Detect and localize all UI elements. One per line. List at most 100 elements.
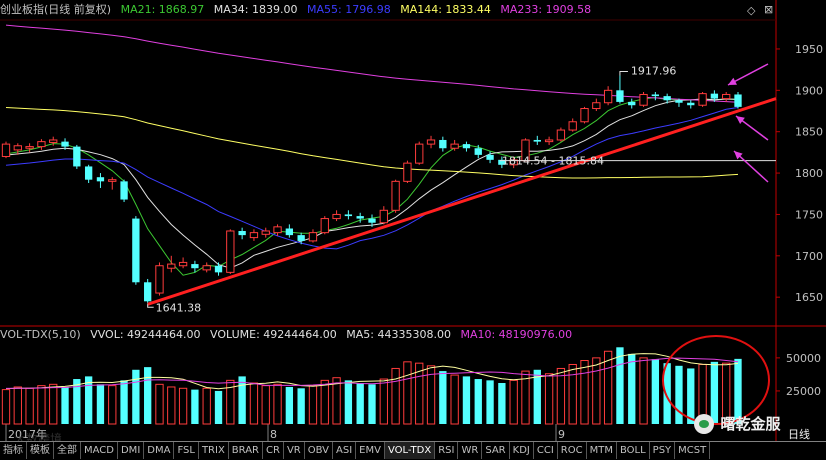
candle-body [73,146,81,167]
tab-模板[interactable]: 模板 [27,442,54,459]
volume-bar [439,371,447,424]
volume-bar [108,385,117,425]
volume-ma-lines [5,353,739,390]
tab-boll[interactable]: BOLL [617,442,650,459]
tab-dma[interactable]: DMA [144,442,175,459]
volume-bar [61,386,69,424]
arrow-ma144-head [734,151,743,160]
tab-kdj[interactable]: KDJ [510,442,534,459]
close-icon[interactable]: ⊠ [764,3,774,16]
tab-psy[interactable]: PSY [650,442,676,459]
candle-body [61,141,69,147]
diamond-icon[interactable]: ◇ [747,4,756,17]
volume-bar [120,380,128,424]
volume-bar [379,378,388,425]
candle-body [37,141,46,148]
candle-body [285,228,294,236]
tab-asi[interactable]: ASI [333,442,357,459]
candle-body [616,90,624,102]
candle-body [698,93,707,106]
price-axis-label: 1800 [795,167,823,180]
volume-bar [1,389,11,425]
volume-bar [214,390,223,424]
tab-fsl[interactable]: FSL [174,442,199,459]
volume-bar [592,357,601,425]
volume-bar [73,379,81,424]
candle-body [533,139,541,142]
volume-bar [509,379,518,425]
tab-vr[interactable]: VR [284,442,305,459]
low-marker [147,304,154,308]
candle-body [663,96,671,101]
candle-body [214,265,223,273]
tab-指标[interactable]: 指标 [0,442,27,459]
moving-average-lines [5,24,739,276]
vol-indicator-label[interactable]: VOL-TDX(5,10) [0,328,81,341]
tab-mtm[interactable]: MTM [587,442,617,459]
candle-body [379,209,388,224]
candle-body [25,146,34,149]
tab-brar[interactable]: BRAR [229,442,263,459]
tab-roc[interactable]: ROC [558,442,587,459]
volume-bar [238,376,246,424]
tab-mcst[interactable]: MCST [675,442,711,459]
candle-body [191,264,199,269]
volume-bar [202,387,211,425]
volume-bar [96,384,105,424]
candle-body [403,162,412,182]
candle-body [603,89,613,104]
price-volume-chart[interactable]: 1917.96 1641.38 1814.54 - 1815.84 1950 1900… [0,0,826,441]
candle-body [120,181,128,200]
volume-bar [37,385,46,425]
volume-bar [167,386,176,425]
candle-body [544,139,554,143]
tab-macd[interactable]: MACD [81,442,118,459]
tab-cr[interactable]: CR [263,442,284,459]
candle-body [722,93,731,100]
arrow-trend-head [736,116,745,124]
candle-body [356,216,364,219]
vol-ma5-label: MA5: 44335308.00 [346,328,451,341]
volume-bar [13,386,22,425]
volume-bar [687,368,695,424]
volume-bar [498,383,506,424]
volume-bar [628,353,636,424]
candle-body [84,166,93,180]
high-annotation: 1917.96 [631,64,677,77]
volume-bar [178,387,188,425]
tab-sar[interactable]: SAR [482,442,510,459]
drawn-annotations: 1917.96 1641.38 1814.54 - 1815.84 [147,63,777,425]
price-axis-label: 1850 [795,126,823,139]
candle-body [332,213,341,220]
tab-vol-tdx[interactable]: VOL-TDX [384,442,436,459]
volume-bar [603,350,613,425]
range-annotation: 1814.54 - 1815.84 [502,155,604,168]
candle-body [320,218,329,234]
arrow-ma233-head [728,77,737,85]
candle-body [592,102,601,110]
tab-trix[interactable]: TRIX [199,442,229,459]
volume-bar [521,370,530,425]
volume-highlight-circle [662,335,770,425]
volume-bar [568,363,577,425]
volume-bar [308,385,318,425]
candle-body [580,108,589,123]
volume-bar [710,361,719,424]
candle-body [368,218,376,223]
tab-cci[interactable]: CCI [534,442,558,459]
tab-emv[interactable]: EMV [356,442,385,459]
tab-全部[interactable]: 全部 [54,442,81,459]
tab-dmi[interactable]: DMI [118,442,145,459]
volume-bar [403,361,412,425]
volume-bar [273,383,282,425]
tab-wr[interactable]: WR [458,442,483,459]
candle-body [426,139,436,145]
main-header: 创业板指(日线 前复权) MA21: 1868.97 MA34: 1839.00… [0,3,597,17]
candle-body [308,232,318,242]
watermark: 曙乾金服 [694,413,781,435]
timeframe-label: 日线 [788,428,810,441]
candle-body [238,230,246,236]
indicator-tab-bar: 指标 模板 全部 MACD DMI DMA FSL TRIX BRAR CR VR OBV ASI EMV… [0,441,826,460]
tab-rsi[interactable]: RSI [435,442,459,459]
tab-obv[interactable]: OBV [305,442,333,459]
